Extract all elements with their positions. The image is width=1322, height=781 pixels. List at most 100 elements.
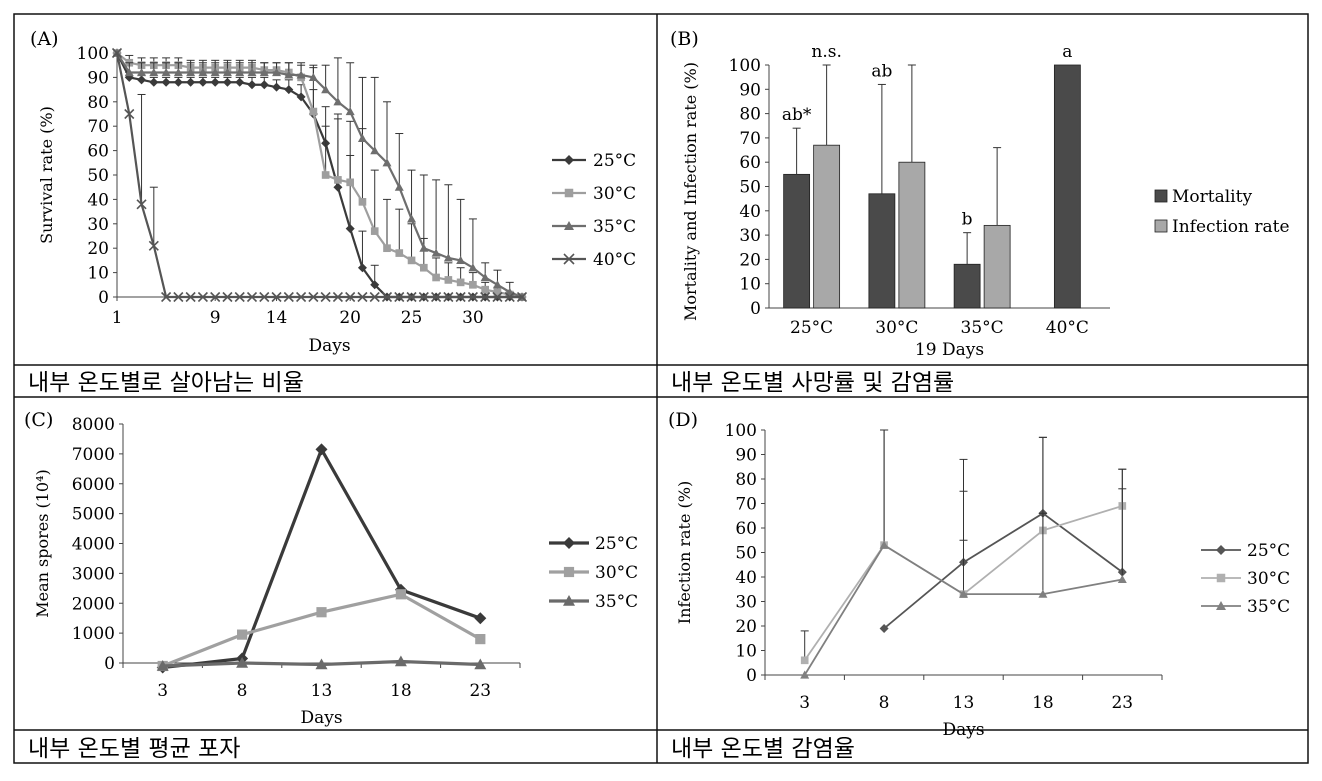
chart-a-series-40°C-point-stroke-2 (320, 291, 331, 303)
chart-a-series-35°C-error-bar (432, 179, 441, 254)
chart-a-series-40°C-point (111, 47, 123, 59)
chart-a-series-35°C-point (124, 68, 134, 77)
chart-b-y-tick-label: 60 (739, 153, 761, 173)
chart-a-series-40°C-point-stroke-2 (185, 291, 196, 303)
chart-d-series-30°C-point (800, 656, 809, 665)
chart-d-series-25°C-legend-label: 25°C (1247, 541, 1290, 561)
panel-a-caption: 내부 온도별로 살아남는 비율 (28, 370, 304, 396)
chart-a-series-40°C-legend-marker-stroke-2 (563, 253, 575, 265)
chart-a-series-35°C-point (247, 68, 257, 77)
chart-a-series-25°C-point (247, 80, 257, 90)
chart-a-series-40°C-point-stroke-2 (234, 291, 245, 303)
chart-a-series-40°C-point-stroke-2 (369, 291, 380, 303)
chart-a-series-35°C-point (431, 248, 441, 257)
chart-a-series-30°C-error-bar (333, 118, 342, 180)
chart-a-series-40°C-point (516, 291, 528, 303)
chart-d-y-tick-label: 80 (735, 470, 757, 490)
chart-c-y-tick-label: 3000 (72, 564, 115, 584)
chart-a-series-35°C-point (284, 70, 294, 79)
chart-a-y-label: Survival rate (%) (37, 106, 56, 244)
chart-a-series-40°C-point-stroke-2 (296, 291, 307, 303)
chart-a-series-40°C-point-stroke-2 (467, 291, 478, 303)
chart-d-series-35°C-point (800, 670, 810, 679)
chart-c-y-tick-label: 5000 (72, 505, 115, 525)
chart-c-series-25°C-legend-label: 25°C (595, 534, 638, 554)
chart-a-series-40°C-point (124, 108, 135, 120)
chart-a-series-40°C-point (173, 291, 184, 303)
panel-b-letter: (B) (670, 28, 699, 50)
chart-d-series-35°C-point (959, 589, 968, 598)
chart-a-series-30°C-legend-label: 30°C (593, 184, 636, 204)
chart-a-series-35°C-error-bar (358, 76, 367, 139)
chart-a-series-30°C-error-bar (321, 125, 330, 175)
chart-a-series-30°C-error-bar (383, 198, 391, 249)
chart-b-bar-Mortality-error-bar (877, 83, 886, 194)
chart-a-series-25°C-point (161, 77, 171, 87)
chart-a-y-tick-label: 40 (87, 190, 109, 210)
chart-a-series-35°C-error-bar (395, 133, 404, 188)
chart-d-series-30°C-error-bar (800, 630, 809, 661)
chart-c-mean-spores: 0 1000 2000 3000 4000 5000 6000 7000 8000 3 8 13 18 2… (33, 415, 638, 728)
chart-a-series-40°C-point-stroke-2 (394, 291, 405, 303)
chart-a-series-35°C-error-bar (456, 198, 465, 261)
chart-a-series-40°C-point-stroke-2 (283, 291, 294, 303)
chart-a-series-40°C-point-stroke-2 (516, 291, 528, 303)
chart-c-x-tick-label: 3 (157, 681, 168, 701)
chart-d-y-tick-label: 60 (735, 519, 757, 539)
chart-b-bar-Infection rate-error-bar (993, 147, 1002, 226)
panel-d-letter: (D) (668, 409, 698, 431)
chart-a-series-35°C-point (468, 263, 478, 272)
chart-a-series-25°C-point (284, 85, 294, 95)
chart-b-bar-Mortality (868, 193, 896, 309)
chart-a-series-30°C-point (395, 249, 404, 257)
chart-d-x-tick-label: 23 (1111, 693, 1133, 713)
chart-c-y-tick-label: 0 (104, 654, 115, 674)
chart-a-series-35°C-error-bar (333, 57, 342, 102)
chart-d-y-tick-label: 20 (735, 617, 757, 637)
chart-a-series-30°C-error-bar (407, 223, 416, 261)
chart-a-series-35°C-point (443, 253, 453, 262)
chart-c-series-30°C-legend-label: 30°C (595, 563, 638, 583)
chart-a-series-40°C-point (418, 291, 429, 303)
chart-a-series-35°C-point (419, 243, 429, 252)
chart-a-series-40°C-point (492, 291, 503, 303)
chart-b-bar-Infection rate-error-bar (822, 64, 831, 146)
chart-a-series-35°C-point (308, 72, 318, 81)
chart-a-y-tick-label: 90 (87, 68, 109, 88)
chart-b-annotation: n.s. (811, 42, 841, 62)
chart-a-series-40°C-point (480, 291, 491, 303)
chart-a-x-tick-label: 20 (339, 308, 361, 328)
chart-a-y-tick-label: 70 (87, 117, 109, 137)
chart-a-y-tick-label: 10 (87, 264, 109, 284)
chart-a-series-40°C-point (222, 291, 233, 303)
chart-a-series-35°C-point (345, 107, 355, 116)
chart-a-series-25°C-point (210, 77, 220, 87)
chart-a-series-40°C-legend-marker (563, 253, 575, 265)
chart-a-series-35°C-point (333, 97, 343, 106)
chart-a-series-40°C-point (283, 291, 294, 303)
chart-a-series-25°C-point (149, 77, 159, 87)
chart-a-series-30°C-point (407, 256, 416, 265)
chart-a-series-25°C-point (357, 263, 367, 273)
chart-a-series-40°C-point (394, 291, 405, 303)
chart-a-x-tick-label: 9 (210, 308, 221, 328)
chart-a-series-40°C-point-stroke-2 (259, 291, 270, 303)
chart-a-y-tick-label: 20 (87, 239, 109, 259)
chart-a-series-25°C-point (259, 80, 269, 90)
chart-a-series-40°C-error-bar (137, 93, 146, 205)
chart-b-y-tick-label: 50 (739, 178, 761, 198)
chart-b-y-tick-label: 40 (739, 202, 761, 222)
chart-d-series-35°C-legend-label: 35°C (1247, 597, 1290, 617)
chart-a-series-35°C-point (198, 68, 208, 77)
chart-a-series-40°C-point (332, 291, 343, 303)
chart-c-x-tick-label: 8 (237, 681, 248, 701)
chart-a-series-30°C-error-bar (370, 169, 379, 232)
chart-c-y-tick-label: 6000 (72, 475, 115, 495)
chart-c-series-35°C-legend-marker (563, 595, 575, 606)
chart-d-y-tick-label: 50 (735, 544, 757, 564)
chart-a-series-40°C-point (246, 291, 258, 303)
chart-a-series-40°C-point-stroke-2 (443, 291, 454, 303)
chart-d-x-tick-label: 3 (799, 693, 810, 713)
figure-frame (13, 13, 1309, 764)
chart-a-series-25°C-point (272, 82, 282, 92)
